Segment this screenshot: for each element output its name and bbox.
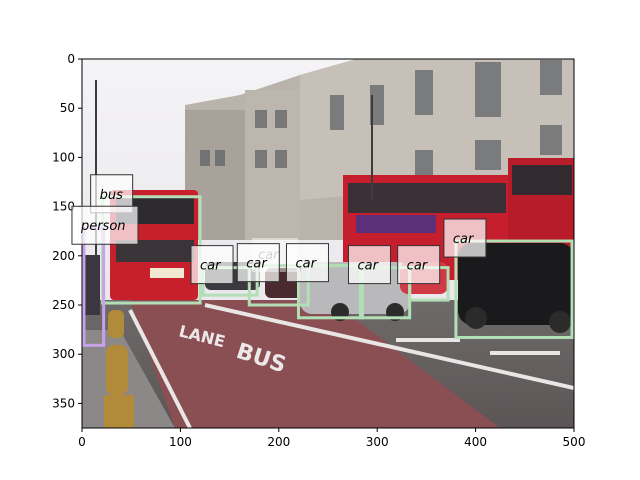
bbox-label-box-6 [397,245,441,285]
y-tick-label-2: 100 [52,150,75,164]
x-tick-label-5: 500 [563,435,586,449]
x-tick-label-3: 300 [366,435,389,449]
bbox-label-box-5 [347,245,391,285]
bbox-label-box-2 [190,245,234,285]
bbox-label-car-6: car [407,259,429,274]
y-tick-label-0: 0 [67,52,75,66]
y-tick-label-6: 300 [52,347,75,361]
x-tick-label-1: 100 [169,435,192,449]
bbox-car-7 [454,239,574,339]
x-tick-label-0: 0 [78,435,86,449]
y-tick-label-1: 50 [60,101,75,115]
detection-overlays: carbuspersoncarcarcarcarcarcar [71,174,574,347]
bbox-label-box-1 [71,205,139,245]
axis-ticks: 0 100 200 300 400 500 0 50 100 150 200 250 300 350 [52,52,585,449]
y-tick-label-5: 250 [52,298,75,312]
y-tick-label-4: 200 [52,249,75,263]
bbox-label-bus-0: bus [100,188,123,203]
bbox-label-car-3: car [246,257,268,272]
bbox-label-car-4: car [295,257,317,272]
bbox-label-person-1: person [80,219,126,234]
x-tick-label-4: 400 [464,435,487,449]
bbox-label-car-2: car [200,259,222,274]
street-photo: BUS LANE [82,59,574,428]
y-tick-label-3: 150 [52,200,75,214]
y-tick-label-7: 350 [52,396,75,410]
x-tick-label-2: 200 [267,435,290,449]
bbox-label-box-3 [236,243,280,283]
bbox-label-box-4 [285,243,329,283]
bbox-label-car-7: car [453,232,475,247]
bbox-label-box-7 [443,218,487,258]
bbox-label-car-5: car [357,259,379,274]
bbox-car-4 [296,264,364,320]
